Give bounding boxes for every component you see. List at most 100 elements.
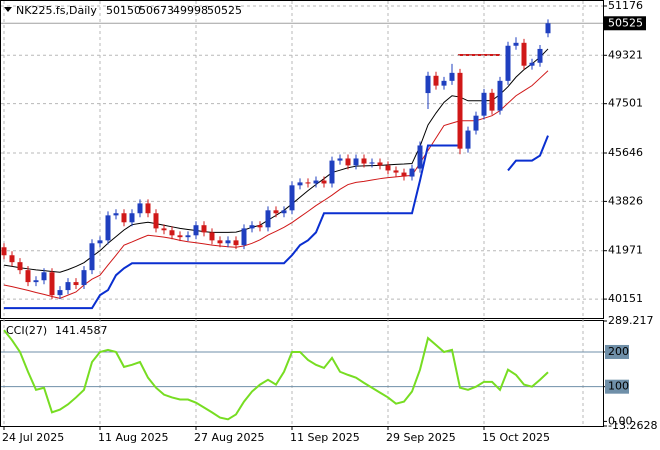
level-label-box xyxy=(605,344,629,359)
candle-body xyxy=(449,72,455,81)
candle-body xyxy=(265,210,271,228)
candle-body xyxy=(537,48,543,63)
candle-body xyxy=(209,232,215,241)
candle-body xyxy=(465,130,471,149)
candle-body xyxy=(185,235,191,238)
y-tick-label: 43826 xyxy=(608,194,643,207)
y-tick-label: 49321 xyxy=(608,48,643,61)
candle-body xyxy=(281,210,287,214)
candle-body xyxy=(369,162,375,164)
candle-body xyxy=(305,182,311,184)
price-panel xyxy=(0,0,604,319)
candle-body xyxy=(225,240,231,244)
candle-body xyxy=(193,225,199,236)
candle-body xyxy=(521,42,527,66)
x-tick-label: 24 Jul 2025 xyxy=(2,431,64,444)
x-tick-label: 15 Oct 2025 xyxy=(482,431,550,444)
candle-body xyxy=(65,282,71,291)
candle-body xyxy=(17,262,23,271)
candle-body xyxy=(289,185,295,211)
y-tick-label: 0.00 xyxy=(608,414,633,427)
candle-body xyxy=(473,115,479,131)
candle-body xyxy=(393,170,399,173)
candle-body xyxy=(353,158,359,166)
candle-body xyxy=(137,203,143,214)
candle-body xyxy=(345,158,351,166)
y-tick-label: 200 xyxy=(608,345,629,358)
candle-body xyxy=(233,240,239,246)
candle-body xyxy=(89,243,95,271)
header-low: 49998 xyxy=(173,4,208,17)
candle-body xyxy=(329,160,335,184)
candle-body xyxy=(145,203,151,214)
indicator-line xyxy=(3,70,549,299)
y-tick-label: 41971 xyxy=(608,244,643,257)
candle-body xyxy=(1,247,7,256)
candle-body xyxy=(337,158,343,161)
y-tick-label: -13.2628 xyxy=(608,419,657,432)
x-tick-label: 11 Sep 2025 xyxy=(290,431,360,444)
price-label: 50525 xyxy=(608,16,643,29)
y-tick-label: 47501 xyxy=(608,97,643,110)
candle-body xyxy=(257,225,263,228)
candle-body xyxy=(249,225,255,229)
candle-body xyxy=(441,80,447,86)
candle-body xyxy=(545,23,551,34)
candle-body xyxy=(241,228,247,246)
candle-body xyxy=(401,172,407,177)
candle-body xyxy=(361,158,367,164)
cci-panel xyxy=(0,320,604,427)
y-tick-label: 100 xyxy=(608,380,629,393)
candle-body xyxy=(97,240,103,244)
candle-body xyxy=(377,162,383,166)
candle-body xyxy=(489,92,495,111)
candle-body xyxy=(433,75,439,86)
candle-body xyxy=(25,270,31,283)
candle-body xyxy=(505,45,511,81)
candle-body xyxy=(105,215,111,241)
candle-body xyxy=(161,228,167,231)
candle-body xyxy=(121,213,127,223)
y-tick-label: 40151 xyxy=(608,292,643,305)
candle-body xyxy=(113,213,119,216)
candle-body xyxy=(425,75,431,94)
indicator-line xyxy=(4,135,549,310)
header-high: 50673 xyxy=(139,4,174,17)
candle-body xyxy=(129,213,135,223)
symbol-title: NK225.fs,Daily xyxy=(16,4,97,17)
candle-body xyxy=(217,240,223,244)
candle-body xyxy=(33,280,39,283)
header-open: 50150 xyxy=(106,4,141,17)
y-tick-label: 45646 xyxy=(608,146,643,159)
candle-body xyxy=(73,282,79,286)
candle-body xyxy=(153,213,159,229)
candle-body xyxy=(81,270,87,286)
candle-body xyxy=(409,168,415,177)
y-tick-label: 51176 xyxy=(608,0,643,12)
candle-body xyxy=(177,235,183,238)
candle-body xyxy=(41,272,47,281)
x-tick-label: 29 Sep 2025 xyxy=(386,431,456,444)
candle-body xyxy=(169,230,175,236)
candle-body xyxy=(297,182,303,186)
candle-body xyxy=(57,290,63,296)
candle-body xyxy=(481,92,487,116)
candle-body xyxy=(385,165,391,171)
candle-body xyxy=(513,42,519,46)
price-label-box xyxy=(604,16,646,31)
candle-body xyxy=(457,72,463,149)
candle-body xyxy=(417,145,423,169)
y-tick-label: 289.217 xyxy=(608,314,654,327)
x-tick-label: 11 Aug 2025 xyxy=(98,431,168,444)
level-label-box xyxy=(605,379,629,394)
cci-title: CCI(27) xyxy=(6,324,47,337)
cci-value: 141.4587 xyxy=(55,324,108,337)
menu-triangle xyxy=(4,7,12,12)
candle-body xyxy=(313,180,319,184)
candle-body xyxy=(49,272,55,296)
candle-body xyxy=(201,225,207,233)
header-close: 50525 xyxy=(207,4,242,17)
candle-body xyxy=(497,80,503,111)
